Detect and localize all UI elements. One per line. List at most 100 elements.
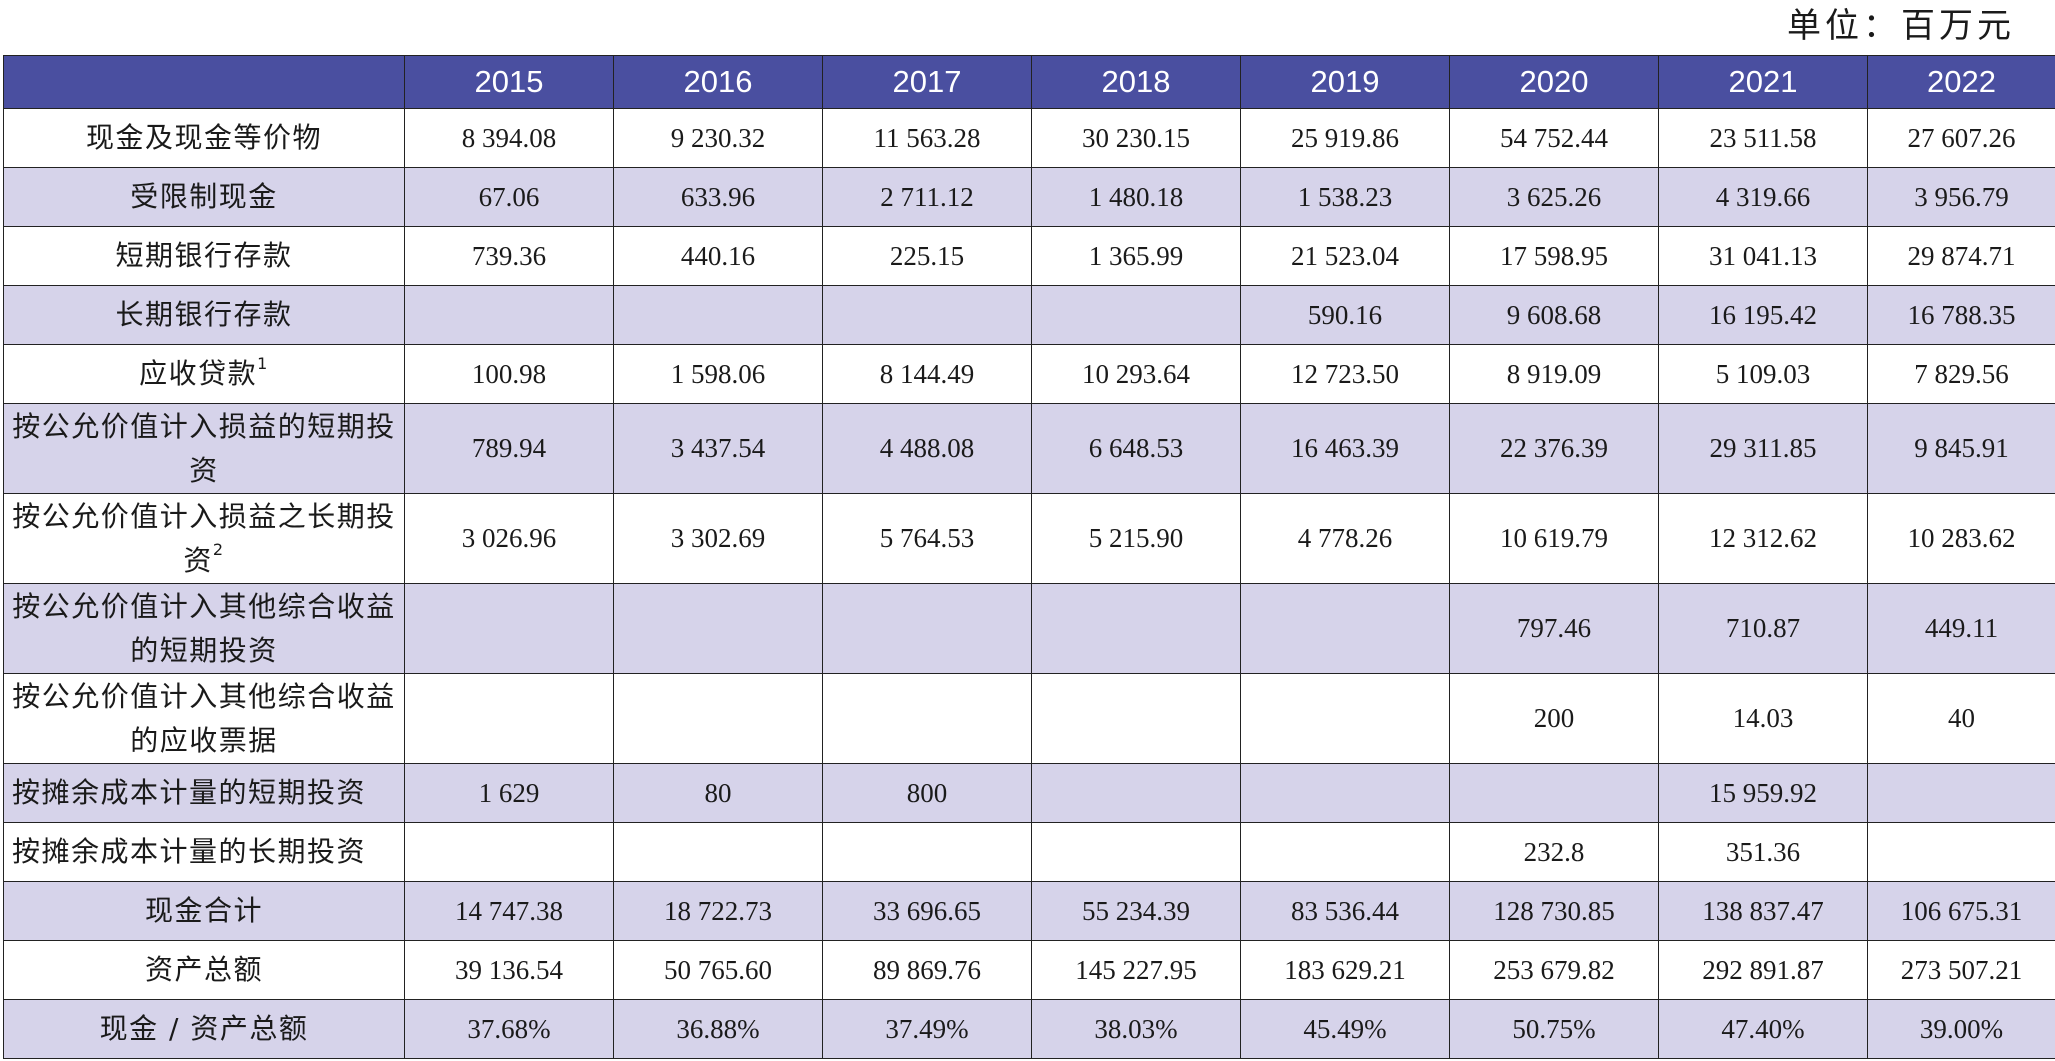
value-cell: 23 511.58 (1658, 108, 1868, 168)
value-cell: 80 (613, 763, 823, 823)
value-cell: 1 598.06 (613, 344, 823, 404)
value-cell: 8 394.08 (404, 108, 614, 168)
value-cell (613, 673, 823, 764)
value-cell: 10 283.62 (1867, 493, 2055, 584)
value-cell: 145 227.95 (1031, 940, 1241, 1000)
value-cell: 36.88% (613, 999, 823, 1059)
value-cell: 183 629.21 (1240, 940, 1450, 1000)
value-cell: 22 376.39 (1449, 403, 1659, 494)
value-cell: 83 536.44 (1240, 881, 1450, 941)
row-label: 按公允价值计入损益之长期投资2 (3, 493, 405, 584)
year-header: 2019 (1240, 55, 1450, 109)
value-cell: 12 312.62 (1658, 493, 1868, 584)
value-cell: 351.36 (1658, 822, 1868, 882)
value-cell (1867, 822, 2055, 882)
row-label-text: 按摊余成本计量的短期投资 (12, 776, 367, 809)
row-label-text: 应收贷款 (139, 357, 258, 390)
value-cell (404, 583, 614, 674)
value-cell: 739.36 (404, 226, 614, 286)
value-cell: 4 778.26 (1240, 493, 1450, 584)
row-label-text: 长期银行存款 (115, 298, 293, 331)
table-row: 应收贷款1 100.98 1 598.06 8 144.49 10 293.64 12 7… (3, 344, 2055, 404)
value-cell (613, 285, 823, 345)
row-label: 现金合计 (3, 881, 405, 941)
row-label: 按公允价值计入损益的短期投资 (3, 403, 405, 494)
value-cell: 3 956.79 (1867, 167, 2055, 227)
value-cell: 10 293.64 (1031, 344, 1241, 404)
value-cell (613, 583, 823, 674)
value-cell: 30 230.15 (1031, 108, 1241, 168)
row-label: 按摊余成本计量的短期投资 (3, 763, 405, 823)
value-cell: 9 845.91 (1867, 403, 2055, 494)
value-cell: 21 523.04 (1240, 226, 1450, 286)
value-cell: 3 026.96 (404, 493, 614, 584)
footnote-marker: 2 (212, 540, 225, 560)
value-cell: 40 (1867, 673, 2055, 764)
value-cell: 37.49% (822, 999, 1032, 1059)
table-row: 现金合计 14 747.38 18 722.73 33 696.65 55 234.39… (3, 881, 2055, 941)
year-header: 2020 (1449, 55, 1659, 109)
value-cell: 33 696.65 (822, 881, 1032, 941)
value-cell: 4 319.66 (1658, 167, 1868, 227)
value-cell (822, 285, 1032, 345)
table-row: 按公允价值计入其他综合收益的应收票据 200 14.03 40 (3, 673, 2055, 764)
value-cell: 37.68% (404, 999, 614, 1059)
value-cell: 6 648.53 (1031, 403, 1241, 494)
value-cell: 8 919.09 (1449, 344, 1659, 404)
value-cell: 11 563.28 (822, 108, 1032, 168)
value-cell: 50.75% (1449, 999, 1659, 1059)
value-cell: 18 722.73 (613, 881, 823, 941)
table-row: 按公允价值计入损益的短期投资 789.94 3 437.54 4 488.08 6 64… (3, 403, 2055, 494)
value-cell: 1 538.23 (1240, 167, 1450, 227)
row-label-text: 现金及现金等价物 (85, 121, 322, 154)
value-cell: 10 619.79 (1449, 493, 1659, 584)
value-cell: 14.03 (1658, 673, 1868, 764)
value-cell (1240, 763, 1450, 823)
value-cell: 449.11 (1867, 583, 2055, 674)
unit-label: 单位：百万元 (1787, 6, 2015, 46)
value-cell: 273 507.21 (1867, 940, 2055, 1000)
value-cell: 29 874.71 (1867, 226, 2055, 286)
row-label-text: 资产总额 (144, 953, 263, 986)
row-label-text: 按公允价值计入其他综合收益的应收票据 (12, 679, 396, 757)
value-cell: 225.15 (822, 226, 1032, 286)
value-cell: 47.40% (1658, 999, 1868, 1059)
value-cell (1031, 673, 1241, 764)
corner-header (3, 55, 405, 109)
value-cell (1031, 822, 1241, 882)
value-cell: 1 480.18 (1031, 167, 1241, 227)
value-cell (822, 673, 1032, 764)
value-cell: 800 (822, 763, 1032, 823)
value-cell (1867, 763, 2055, 823)
value-cell: 29 311.85 (1658, 403, 1868, 494)
value-cell: 1 629 (404, 763, 614, 823)
table-row: 资产总额 39 136.54 50 765.60 89 869.76 145 227.9… (3, 940, 2055, 1000)
financial-table: 2015 2016 2017 2018 2019 2020 2021 2022 … (3, 55, 2055, 1059)
row-label: 应收贷款1 (3, 344, 405, 404)
value-cell: 5 215.90 (1031, 493, 1241, 584)
value-cell: 8 144.49 (822, 344, 1032, 404)
year-header: 2016 (613, 55, 823, 109)
value-cell: 4 488.08 (822, 403, 1032, 494)
value-cell: 253 679.82 (1449, 940, 1659, 1000)
row-label: 短期银行存款 (3, 226, 405, 286)
value-cell: 25 919.86 (1240, 108, 1450, 168)
value-cell (404, 673, 614, 764)
value-cell: 45.49% (1240, 999, 1450, 1059)
value-cell (1031, 763, 1241, 823)
value-cell: 128 730.85 (1449, 881, 1659, 941)
year-header: 2018 (1031, 55, 1241, 109)
year-header: 2015 (404, 55, 614, 109)
value-cell (1031, 285, 1241, 345)
value-cell: 16 463.39 (1240, 403, 1450, 494)
value-cell: 200 (1449, 673, 1659, 764)
value-cell: 54 752.44 (1449, 108, 1659, 168)
value-cell: 31 041.13 (1658, 226, 1868, 286)
value-cell (613, 822, 823, 882)
value-cell (1449, 763, 1659, 823)
footnote-marker: 1 (257, 353, 269, 373)
value-cell: 797.46 (1449, 583, 1659, 674)
value-cell: 3 625.26 (1449, 167, 1659, 227)
value-cell (822, 822, 1032, 882)
value-cell: 232.8 (1449, 822, 1659, 882)
